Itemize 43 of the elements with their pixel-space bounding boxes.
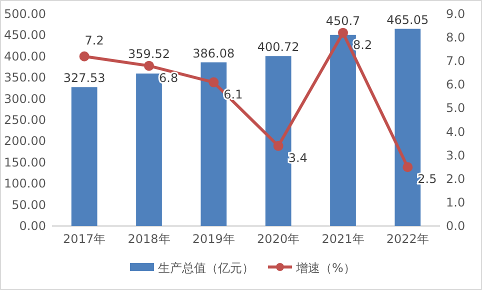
y2-tick-label: 4.0 bbox=[446, 124, 466, 139]
y2-tick-label: 7.0 bbox=[446, 54, 466, 68]
y-tick-label: 400.00 bbox=[4, 49, 46, 64]
x-tick-label: 2022年 bbox=[386, 232, 429, 246]
point bbox=[208, 77, 219, 88]
point bbox=[273, 140, 284, 151]
data-label: 450.7 bbox=[326, 14, 360, 28]
data-label: 7.2 bbox=[84, 33, 104, 48]
y-tick-label: 350.00 bbox=[4, 70, 46, 85]
y2-tick-label: 2.0 bbox=[446, 172, 466, 186]
x-tick-label: 2020年 bbox=[257, 232, 300, 246]
x-tick-label: 2019年 bbox=[192, 232, 235, 246]
y2-tick-label: 0.0 bbox=[446, 219, 466, 233]
legend-label: 增速（%） bbox=[295, 261, 356, 275]
point bbox=[144, 60, 154, 71]
y-tick-label: 250.00 bbox=[4, 113, 46, 127]
y-tick-label: 50.00 bbox=[12, 198, 46, 212]
point bbox=[402, 162, 413, 172]
y-tick-label: 500.00 bbox=[4, 7, 46, 21]
y2-tick-label: 9.0 bbox=[446, 7, 466, 21]
y2-tick-label: 8.0 bbox=[446, 30, 466, 45]
y2-tick-label: 6.0 bbox=[446, 78, 466, 92]
data-label: 386.08 bbox=[192, 46, 235, 60]
data-label: 400.72 bbox=[257, 40, 300, 54]
data-label: 465.05 bbox=[386, 12, 429, 27]
y-tick-label: 450.00 bbox=[4, 28, 46, 42]
x-tick-label: 2021年 bbox=[322, 232, 364, 246]
x-tick-label: 2017年 bbox=[63, 232, 106, 246]
x-tick-label: 2018年 bbox=[128, 232, 170, 246]
point bbox=[79, 51, 90, 62]
y2-tick-label: 1.0 bbox=[446, 195, 466, 210]
data-label: 327.53 bbox=[63, 71, 106, 86]
bar bbox=[71, 87, 98, 226]
y-tick-label: 300.00 bbox=[4, 92, 46, 106]
y-tick-label: 0.00 bbox=[19, 219, 46, 233]
legend-label: 生产总值（亿元） bbox=[158, 261, 254, 275]
point bbox=[338, 28, 348, 38]
y-tick-label: 150.00 bbox=[4, 155, 46, 170]
y2-tick-label: 5.0 bbox=[446, 101, 466, 116]
data-label: 359.52 bbox=[128, 46, 170, 61]
y-tick-label: 100.00 bbox=[4, 176, 46, 191]
y2-tick-label: 3.0 bbox=[446, 148, 466, 162]
y-tick-label: 200.00 bbox=[4, 134, 46, 148]
